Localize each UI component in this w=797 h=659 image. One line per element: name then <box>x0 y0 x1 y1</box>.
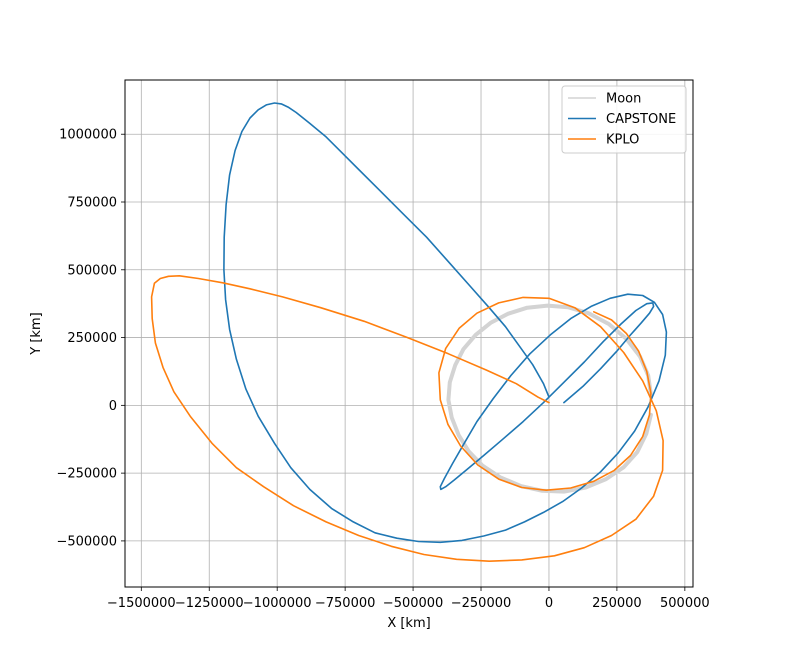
x-axis-label: X [km] <box>387 616 430 631</box>
legend: Moon CAPSTONE KPLO <box>561 85 687 154</box>
x-tick-label: −1500000 <box>107 596 176 611</box>
series-line-capstone <box>223 102 668 544</box>
y-tick-label: −500000 <box>56 534 117 549</box>
legend-label-kplo: KPLO <box>606 133 639 148</box>
legend-box <box>561 85 687 154</box>
y-axis-ticks: −500000 −250000 0 250000 500000 750000 1000000 <box>56 128 125 549</box>
x-tick-label: 250000 <box>592 596 642 611</box>
y-tick-label: −250000 <box>56 467 117 482</box>
x-tick-label: −750000 <box>315 596 376 611</box>
plot-background <box>125 80 693 587</box>
x-tick-label: −500000 <box>383 596 444 611</box>
y-tick-label: 750000 <box>67 196 117 211</box>
x-tick-label: −1000000 <box>243 596 312 611</box>
series-line-kplo <box>150 275 664 562</box>
plot-frame <box>124 79 694 588</box>
x-tick-label: −250000 <box>451 596 512 611</box>
series-line-moon <box>446 303 653 494</box>
x-tick-label: −1250000 <box>175 596 244 611</box>
x-axis-ticks: −1500000 −1250000 −1000000 −750000 −500000 −2… <box>107 587 710 611</box>
y-tick-label: 0 <box>109 399 117 414</box>
y-axis-label: Y [km] <box>29 312 44 355</box>
y-tick-label: 500000 <box>67 263 117 278</box>
x-tick-label: 0 <box>545 596 553 611</box>
y-tick-label: 1000000 <box>59 128 117 143</box>
x-tick-label: 500000 <box>660 596 710 611</box>
y-tick-label: 250000 <box>67 331 117 346</box>
series-layer <box>150 102 668 562</box>
plot-area <box>124 79 694 588</box>
legend-label-capstone: CAPSTONE <box>606 112 676 127</box>
legend-label-moon: Moon <box>606 92 641 107</box>
